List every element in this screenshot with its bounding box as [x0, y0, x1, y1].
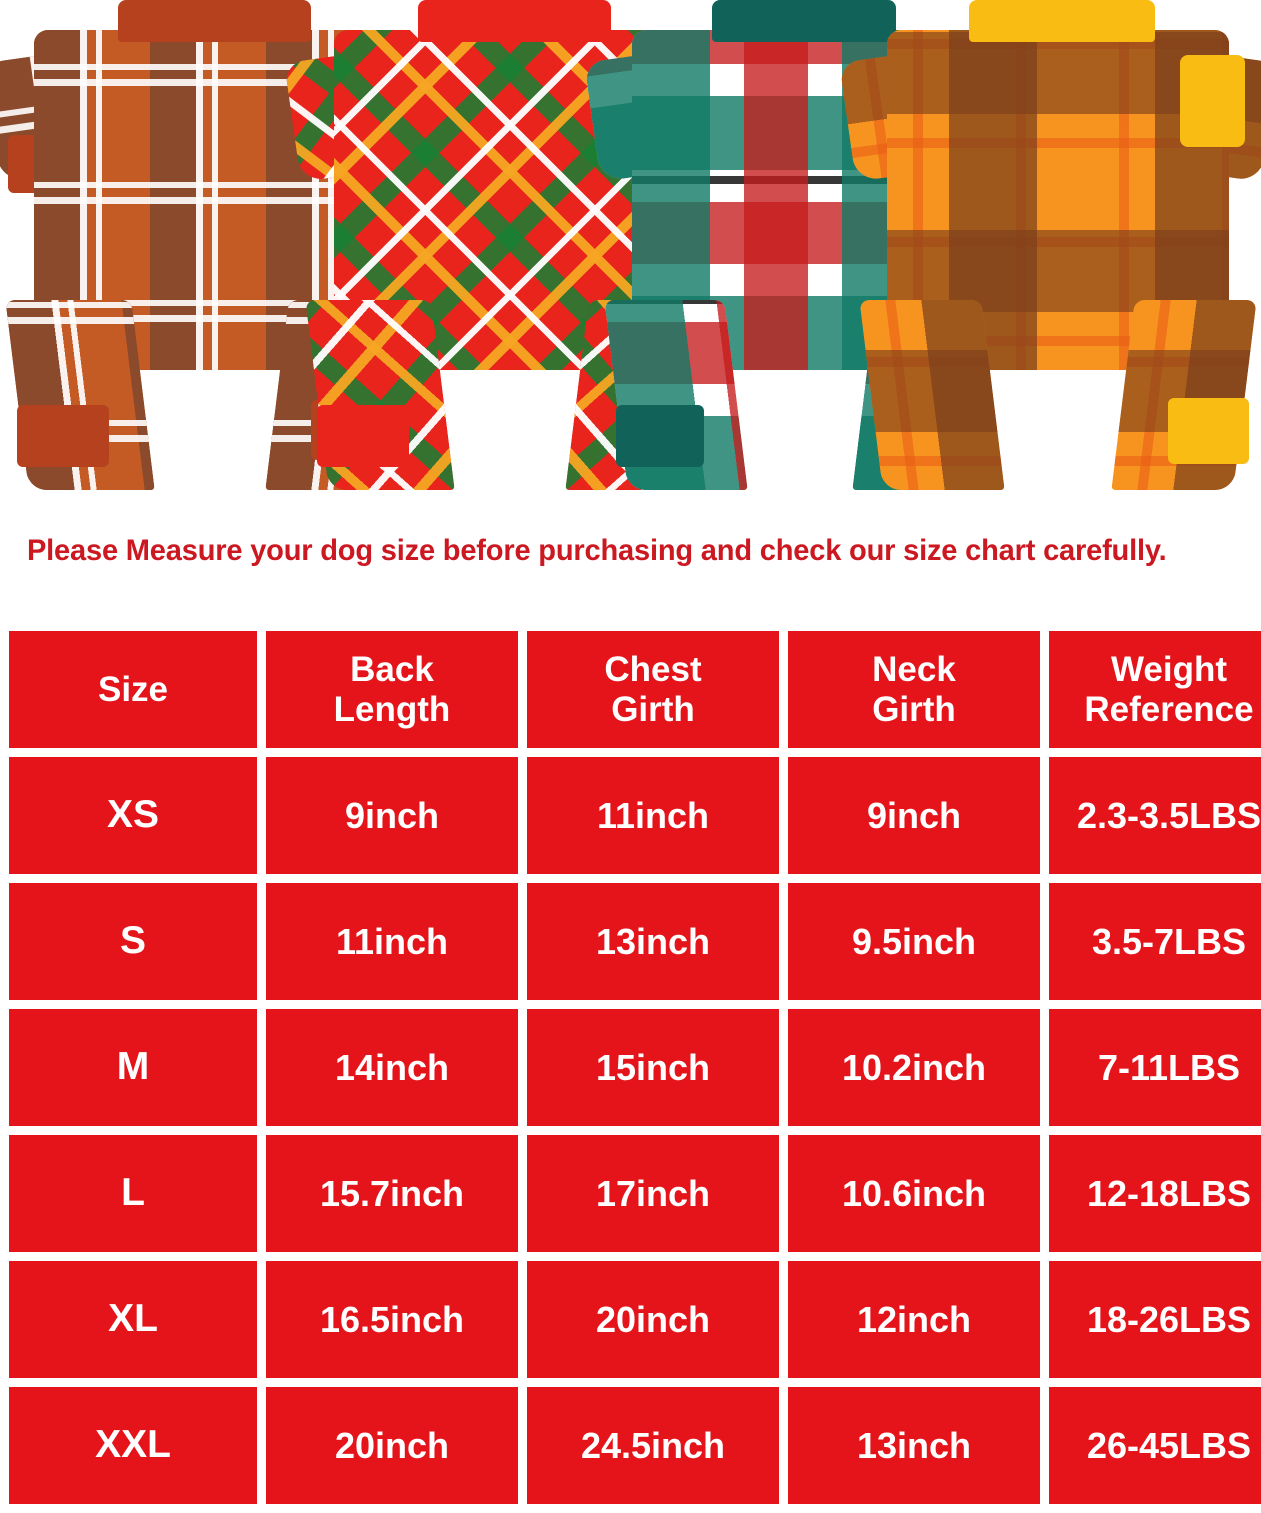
cell-chest-girth: 11inch [527, 757, 779, 874]
size-chart-table: Size Back Length Chest Girth Neck Girth … [0, 622, 1261, 1513]
cell-size: L [9, 1135, 257, 1252]
cell-weight-reference: 7-11LBS [1049, 1009, 1261, 1126]
product-photo-strip [0, 0, 1261, 505]
column-header-weight-reference: Weight Reference [1049, 631, 1261, 748]
column-header-back-length-line1: Back [350, 649, 434, 689]
cell-back-length: 15.7inch [266, 1135, 518, 1252]
cell-back-length: 16.5inch [266, 1261, 518, 1378]
column-header-back-length-line2: Length [333, 689, 451, 729]
orange-plaid-pajama [839, 0, 1261, 505]
table-row: M 14inch 15inch 10.2inch 7-11LBS [9, 1009, 1261, 1126]
cell-size: XL [9, 1261, 257, 1378]
column-header-neck-girth: Neck Girth [788, 631, 1040, 748]
garment-sleeve-cuff-right [1179, 55, 1245, 147]
cell-size: XXL [9, 1387, 257, 1504]
garment-leg-cuff-left [16, 405, 110, 467]
garment-collar [968, 0, 1156, 42]
table-header-row: Size Back Length Chest Girth Neck Girth … [9, 631, 1261, 748]
column-header-neck-girth-line2: Girth [872, 689, 956, 729]
garment-leg-left [859, 300, 1005, 490]
cell-back-length: 14inch [266, 1009, 518, 1126]
cell-neck-girth: 10.2inch [788, 1009, 1040, 1126]
cell-neck-girth: 9.5inch [788, 883, 1040, 1000]
table-row: XS 9inch 11inch 9inch 2.3-3.5LBS [9, 757, 1261, 874]
cell-size: XS [9, 757, 257, 874]
column-header-chest-girth-line2: Girth [611, 689, 695, 729]
measure-instruction-caption: Please Measure your dog size before purc… [27, 534, 1167, 567]
cell-neck-girth: 10.6inch [788, 1135, 1040, 1252]
column-header-chest-girth: Chest Girth [527, 631, 779, 748]
cell-weight-reference: 12-18LBS [1049, 1135, 1261, 1252]
cell-size: M [9, 1009, 257, 1126]
garment-collar [117, 0, 311, 42]
garment-leg-cuff-left [316, 405, 410, 467]
column-header-weight-reference-line2: Reference [1084, 689, 1254, 729]
cell-neck-girth: 12inch [788, 1261, 1040, 1378]
cell-chest-girth: 15inch [527, 1009, 779, 1126]
cell-back-length: 9inch [266, 757, 518, 874]
column-header-size-line1: Size [97, 669, 169, 709]
cell-chest-girth: 20inch [527, 1261, 779, 1378]
table-row: S 11inch 13inch 9.5inch 3.5-7LBS [9, 883, 1261, 1000]
cell-neck-girth: 9inch [788, 757, 1040, 874]
garment-leg-cuff-right [1167, 398, 1249, 464]
cell-neck-girth: 13inch [788, 1387, 1040, 1504]
cell-chest-girth: 13inch [527, 883, 779, 1000]
cell-weight-reference: 2.3-3.5LBS [1049, 757, 1261, 874]
cell-back-length: 11inch [266, 883, 518, 1000]
cell-weight-reference: 3.5-7LBS [1049, 883, 1261, 1000]
column-header-weight-reference-line1: Weight [1110, 649, 1227, 689]
column-header-back-length: Back Length [266, 631, 518, 748]
garment-collar [712, 0, 896, 42]
cell-weight-reference: 26-45LBS [1049, 1387, 1261, 1504]
cell-back-length: 20inch [266, 1387, 518, 1504]
table-row: XL 16.5inch 20inch 12inch 18-26LBS [9, 1261, 1261, 1378]
garment-leg-cuff-left [616, 405, 704, 467]
column-header-size: Size [9, 631, 257, 748]
garment-collar [417, 0, 611, 42]
table-row: L 15.7inch 17inch 10.6inch 12-18LBS [9, 1135, 1261, 1252]
column-header-chest-girth-line1: Chest [604, 649, 702, 689]
table-row: XXL 20inch 24.5inch 13inch 26-45LBS [9, 1387, 1261, 1504]
column-header-neck-girth-line1: Neck [872, 649, 956, 689]
cell-chest-girth: 24.5inch [527, 1387, 779, 1504]
cell-weight-reference: 18-26LBS [1049, 1261, 1261, 1378]
cell-chest-girth: 17inch [527, 1135, 779, 1252]
cell-size: S [9, 883, 257, 1000]
